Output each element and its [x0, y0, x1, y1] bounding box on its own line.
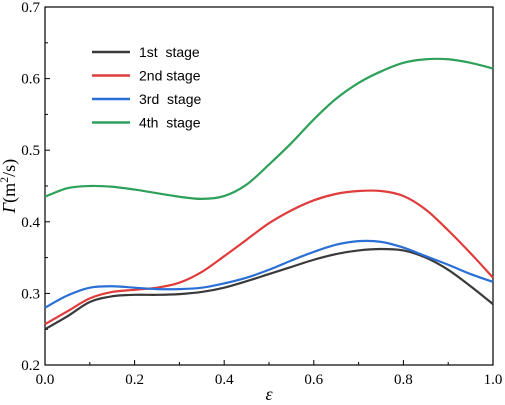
y-tick-label: 0.3: [21, 286, 40, 302]
x-tick-label: 0.8: [394, 372, 413, 388]
x-tick-label: 0.6: [304, 372, 323, 388]
legend-label-4: 4th stage: [139, 115, 201, 131]
legend-label-1: 1st stage: [139, 44, 200, 60]
x-tick-label: 1.0: [484, 372, 503, 388]
x-tick-label: 0.2: [125, 372, 144, 388]
series-line-4: [44, 57, 494, 200]
series-layer: [44, 57, 494, 331]
y-axis-unit-close: /s): [0, 159, 20, 177]
y-axis-label: Γ(m2/s): [0, 159, 20, 214]
y-tick-label: 0.4: [21, 215, 40, 231]
y-tick-label: 0.2: [21, 358, 40, 374]
series-line-2: [44, 189, 494, 326]
legend-label-3: 3rd stage: [139, 91, 201, 107]
y-axis-unit-open: (m: [0, 183, 20, 203]
x-tick-label: 0.4: [215, 372, 234, 388]
x-tick-label: 0.0: [36, 372, 55, 388]
y-tick-label: 0.5: [21, 143, 40, 159]
y-tick-label: 0.7: [21, 0, 40, 16]
x-axis-label: ε: [265, 384, 273, 404]
y-tick-label: 0.6: [21, 72, 40, 88]
axes-layer: 0.0 0.2 0.4 0.6 0.8 1.00.20.30.40.50.60.7: [21, 0, 502, 388]
legend-label-2: 2nd stage: [139, 68, 201, 84]
series-line-1: [44, 247, 494, 331]
y-axis-unit-sup: 2: [0, 177, 11, 183]
legend: 1st stage 2nd stage 3rd stage 4th stage: [92, 44, 201, 131]
y-axis-symbol: Γ: [0, 202, 19, 214]
series-line-3: [44, 239, 494, 309]
